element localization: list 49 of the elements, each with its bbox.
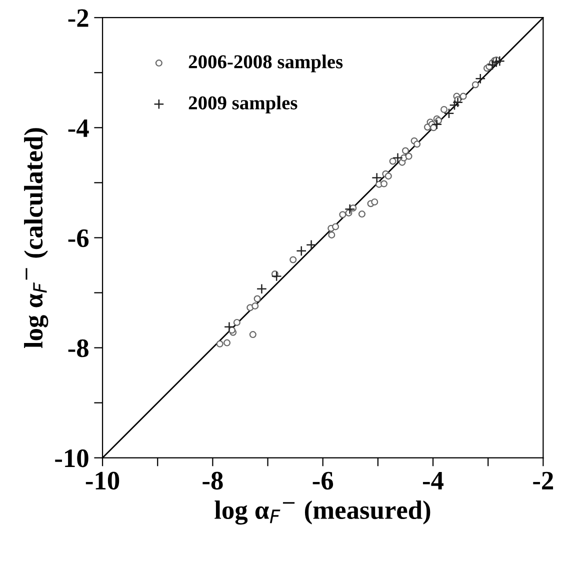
y-tick-label: -6 [68, 229, 89, 248]
point [339, 211, 346, 218]
x-tick-label: -4 [422, 472, 444, 490]
x-tick-label: -10 [86, 472, 120, 490]
point [414, 140, 421, 148]
point [372, 172, 382, 184]
x-tick-label: -6 [312, 472, 334, 490]
point [460, 92, 467, 100]
x-tick-label: -2 [533, 472, 554, 490]
point [358, 210, 366, 218]
point [344, 204, 356, 214]
point [380, 180, 388, 188]
point [440, 106, 448, 113]
legend-label: 2006-2008 samples [188, 54, 343, 72]
point [444, 108, 454, 119]
point [405, 152, 412, 160]
point [252, 302, 259, 310]
point [432, 119, 442, 130]
point [306, 240, 317, 250]
point [332, 223, 340, 230]
legend-label: 2009 samples [188, 96, 298, 114]
point [249, 331, 256, 338]
y-tick-label: -4 [68, 119, 89, 137]
x-tick-label: -8 [202, 472, 223, 490]
point [233, 318, 240, 326]
point [216, 340, 224, 348]
point [254, 295, 261, 302]
y-axis-title: log α$_{F}$$^{−}$ (calculated) [24, 128, 48, 348]
point [256, 284, 267, 294]
point [384, 172, 392, 180]
point [491, 56, 502, 68]
point [328, 231, 336, 238]
point [224, 339, 231, 346]
point [290, 256, 297, 264]
point [472, 81, 479, 88]
point [475, 73, 486, 84]
x-axis-title: log α$_{F}$$^{−}$ (measured) [214, 500, 430, 525]
point [224, 322, 234, 332]
point [392, 152, 404, 164]
point [389, 158, 396, 165]
point [371, 198, 378, 206]
point [271, 270, 282, 282]
y-tick-label: -2 [68, 9, 88, 27]
y-tick-label: -10 [55, 449, 88, 468]
y-tick-label: -8 [68, 339, 88, 358]
point [452, 97, 464, 108]
point [402, 147, 409, 154]
point [296, 246, 307, 256]
point [449, 100, 460, 110]
